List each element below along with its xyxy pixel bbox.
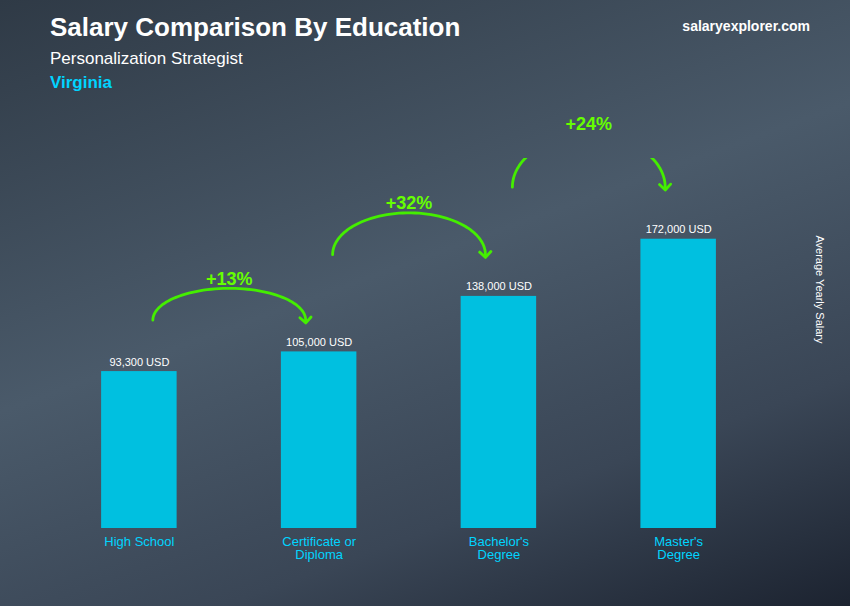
svg-text:93,300 USD: 93,300 USD	[109, 356, 169, 368]
svg-text:+13%: +13%	[206, 269, 253, 289]
svg-text:Bachelor'sDegree: Bachelor'sDegree	[469, 534, 530, 562]
svg-text:172,000 USD: 172,000 USD	[646, 223, 712, 235]
html-text:Virginia: Virginia	[50, 73, 112, 92]
svg-text:105,000 USD: 105,000 USD	[286, 336, 352, 348]
svg-text:138,000 USD: 138,000 USD	[466, 280, 532, 292]
svg-text:Master'sDegree: Master'sDegree	[654, 534, 703, 562]
svg-text:+32%: +32%	[386, 193, 433, 213]
html-text:salaryexplorer.com: salaryexplorer.com	[682, 18, 810, 34]
svg-text:Average Yearly Salary: Average Yearly Salary	[814, 235, 826, 344]
html-text:Salary Comparison By Education: Salary Comparison By Education	[50, 12, 461, 42]
svg-text:+24%: +24%	[566, 114, 613, 134]
html-text:Personalization Strategist: Personalization Strategist	[50, 49, 243, 68]
svg-text:Certificate orDiploma: Certificate orDiploma	[282, 534, 356, 562]
svg-text:High School: High School	[104, 534, 174, 549]
